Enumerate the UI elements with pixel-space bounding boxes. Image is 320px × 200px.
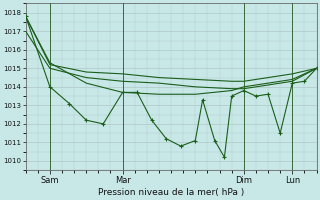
X-axis label: Pression niveau de la mer( hPa ): Pression niveau de la mer( hPa )	[98, 188, 244, 197]
